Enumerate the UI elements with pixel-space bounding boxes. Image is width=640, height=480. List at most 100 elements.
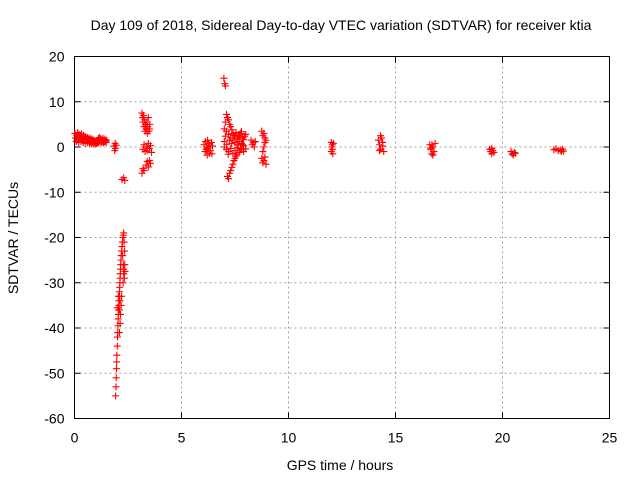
data-point xyxy=(328,141,336,149)
data-point xyxy=(261,138,269,146)
data-point xyxy=(117,301,125,309)
plot-frame xyxy=(74,56,610,419)
data-point xyxy=(220,74,228,82)
data-point xyxy=(112,365,120,373)
data-point xyxy=(112,383,120,391)
data-point xyxy=(559,147,567,155)
data-point xyxy=(112,374,120,382)
data-point xyxy=(490,148,498,156)
data-point xyxy=(232,129,240,137)
data-points xyxy=(71,74,567,400)
x-tick-label: 0 xyxy=(71,430,79,446)
data-point xyxy=(113,342,121,350)
data-point xyxy=(510,148,518,156)
data-point xyxy=(221,132,229,140)
data-point xyxy=(203,143,211,151)
data-point xyxy=(112,392,120,400)
data-point xyxy=(329,139,337,147)
data-point xyxy=(429,151,437,159)
data-point xyxy=(142,143,150,151)
data-point xyxy=(238,140,246,148)
data-point xyxy=(233,144,241,152)
data-point xyxy=(103,136,111,144)
data-point xyxy=(206,147,214,155)
data-point xyxy=(119,252,127,260)
y-tick-label: -60 xyxy=(44,411,64,427)
data-point xyxy=(427,144,435,152)
data-point xyxy=(262,160,270,168)
data-point xyxy=(259,148,267,156)
x-tick-label: 10 xyxy=(281,430,297,446)
data-point xyxy=(113,358,121,366)
data-point xyxy=(144,114,152,122)
data-point xyxy=(225,175,233,183)
data-point xyxy=(488,144,496,152)
data-point xyxy=(117,310,125,318)
data-point xyxy=(148,148,156,156)
data-point xyxy=(115,306,123,314)
data-point xyxy=(430,148,438,156)
data-point xyxy=(121,261,129,269)
data-point xyxy=(222,110,230,118)
y-tick-label: -50 xyxy=(44,365,64,381)
data-point xyxy=(431,139,439,147)
data-point xyxy=(121,176,129,184)
data-point xyxy=(146,142,154,150)
data-point xyxy=(207,138,215,146)
data-point xyxy=(140,167,148,175)
data-point xyxy=(377,132,385,140)
y-tick-label: 10 xyxy=(49,94,65,110)
data-point xyxy=(146,120,154,128)
data-point xyxy=(236,145,244,153)
data-point xyxy=(208,150,216,158)
data-point xyxy=(146,159,154,167)
data-point xyxy=(227,167,235,175)
data-point xyxy=(227,123,235,131)
data-point xyxy=(116,319,124,327)
data-point xyxy=(327,148,335,156)
data-point xyxy=(228,163,236,171)
data-point xyxy=(260,129,268,137)
x-tick-label: 20 xyxy=(495,430,511,446)
data-point xyxy=(120,274,128,282)
data-point xyxy=(102,137,110,145)
data-point xyxy=(251,138,259,146)
x-axis-label: GPS time / hours xyxy=(287,457,394,473)
data-point xyxy=(115,329,123,337)
y-tick-label: 0 xyxy=(57,139,65,155)
data-point xyxy=(204,136,212,144)
x-tick-label: 15 xyxy=(388,430,404,446)
chart-title: Day 109 of 2018, Sidereal Day-to-day VTE… xyxy=(91,17,592,33)
data-point xyxy=(224,150,232,158)
data-point xyxy=(112,141,120,149)
x-tick-label: 25 xyxy=(602,430,618,446)
data-point xyxy=(428,141,436,149)
data-point xyxy=(250,143,258,151)
data-point xyxy=(119,279,127,287)
data-point xyxy=(228,126,236,134)
data-point xyxy=(379,142,387,150)
data-point xyxy=(114,292,122,300)
grid-lines xyxy=(74,56,610,419)
data-point xyxy=(237,128,245,136)
data-point xyxy=(227,144,235,152)
data-point xyxy=(242,130,250,138)
data-point xyxy=(260,157,268,165)
data-point xyxy=(260,143,268,151)
y-tick-label: 20 xyxy=(49,49,65,65)
data-point xyxy=(144,163,152,171)
data-point xyxy=(511,149,519,157)
data-point xyxy=(116,297,124,305)
data-point xyxy=(209,142,217,150)
y-tick-label: -10 xyxy=(44,184,64,200)
data-point xyxy=(120,238,128,246)
data-point xyxy=(375,147,383,155)
y-axis-label: SDTVAR / TECUs xyxy=(5,182,21,294)
data-point xyxy=(121,267,129,275)
data-point xyxy=(233,150,241,158)
data-point xyxy=(139,111,147,119)
data-point xyxy=(139,165,147,173)
data-point xyxy=(112,144,120,152)
data-point xyxy=(221,118,229,126)
